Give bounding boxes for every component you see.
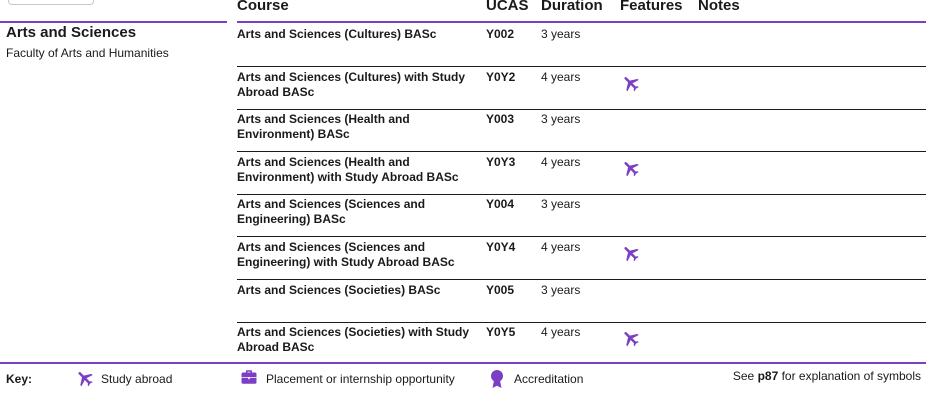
top-tab-edge bbox=[8, 0, 94, 5]
table-row: Arts and Sciences (Cultures) BASc Y002 3 y… bbox=[237, 24, 926, 67]
table-row: Arts and Sciences (Health and Environmen… bbox=[237, 109, 926, 153]
key-legend: Key: Study abroad Placement or internshi… bbox=[0, 364, 929, 394]
key-rule bbox=[0, 362, 926, 364]
faculty-name: Faculty of Arts and Humanities bbox=[6, 46, 169, 60]
subject-title: Arts and Sciences bbox=[6, 24, 137, 41]
course-name: Arts and Sciences (Societies) BASc bbox=[237, 282, 441, 297]
header-ucas: UCAS bbox=[486, 0, 529, 14]
row-divider bbox=[237, 321, 926, 323]
table-row: Arts and Sciences (Sciences and Engineer… bbox=[237, 237, 926, 280]
briefcase-icon bbox=[240, 368, 258, 389]
plane-icon bbox=[621, 158, 641, 178]
course-name: Arts and Sciences (Sciences and Engineer… bbox=[237, 197, 426, 227]
course-name: Arts and Sciences (Health and Environmen… bbox=[237, 154, 459, 184]
course-name: Arts and Sciences (Cultures) BASc bbox=[237, 27, 437, 41]
row-divider bbox=[237, 279, 926, 280]
ucas-code: Y0Y4 bbox=[486, 240, 516, 254]
header-features: Features bbox=[620, 0, 683, 14]
key-note: See p87 for explanation of symbols bbox=[732, 369, 921, 383]
plane-icon bbox=[621, 243, 641, 263]
table-row: Arts and Sciences (Health and Environmen… bbox=[237, 152, 926, 195]
duration: 4 years bbox=[541, 240, 581, 254]
plane-icon bbox=[75, 368, 95, 391]
header-duration: Duration bbox=[541, 0, 603, 14]
table-row: Arts and Sciences (Sciences and Engineer… bbox=[237, 194, 926, 238]
page-ref: p87 bbox=[757, 369, 779, 383]
ucas-code: Y0Y5 bbox=[486, 325, 516, 340]
ucas-code: Y0Y2 bbox=[486, 69, 516, 84]
key-accreditation: Accreditation bbox=[514, 372, 584, 386]
ucas-code: Y003 bbox=[486, 112, 515, 127]
plane-icon bbox=[621, 73, 641, 93]
row-divider bbox=[237, 151, 926, 153]
table-row: Arts and Sciences (Societies) BASc Y005 3 … bbox=[237, 280, 926, 323]
row-divider bbox=[237, 236, 926, 238]
ucas-code: Y002 bbox=[486, 27, 515, 41]
duration: 4 years bbox=[541, 154, 581, 169]
duration: 3 years bbox=[541, 112, 581, 127]
ucas-code: Y004 bbox=[486, 197, 515, 212]
header-rule bbox=[237, 21, 926, 23]
table-row: Arts and Sciences (Cultures) with Study … bbox=[237, 67, 926, 110]
duration: 4 years bbox=[541, 325, 581, 340]
ucas-code: Y0Y3 bbox=[486, 154, 516, 169]
rosette-icon bbox=[488, 368, 506, 393]
row-divider bbox=[237, 108, 926, 110]
header-course: Course bbox=[237, 0, 289, 14]
key-label: Key: bbox=[6, 372, 33, 386]
duration: 3 years bbox=[541, 197, 581, 212]
duration: 3 years bbox=[541, 27, 581, 41]
table-row: Arts and Sciences (Societies) with Study… bbox=[237, 322, 926, 364]
course-name: Arts and Sciences (Societies) with Study… bbox=[237, 325, 470, 355]
key-placement: Placement or internship opportunity bbox=[266, 372, 455, 386]
ucas-code: Y005 bbox=[486, 282, 515, 297]
subject-rule bbox=[0, 21, 227, 23]
key-study-abroad: Study abroad bbox=[101, 372, 173, 386]
row-divider bbox=[237, 66, 926, 67]
course-name: Arts and Sciences (Health and Environmen… bbox=[237, 112, 410, 142]
header-notes: Notes bbox=[698, 0, 740, 14]
duration: 4 years bbox=[541, 69, 581, 84]
plane-icon bbox=[621, 328, 641, 348]
row-divider bbox=[237, 193, 926, 195]
course-name: Arts and Sciences (Cultures) with Study … bbox=[237, 69, 466, 99]
duration: 3 years bbox=[541, 282, 581, 297]
course-name: Arts and Sciences (Sciences and Engineer… bbox=[237, 240, 455, 269]
